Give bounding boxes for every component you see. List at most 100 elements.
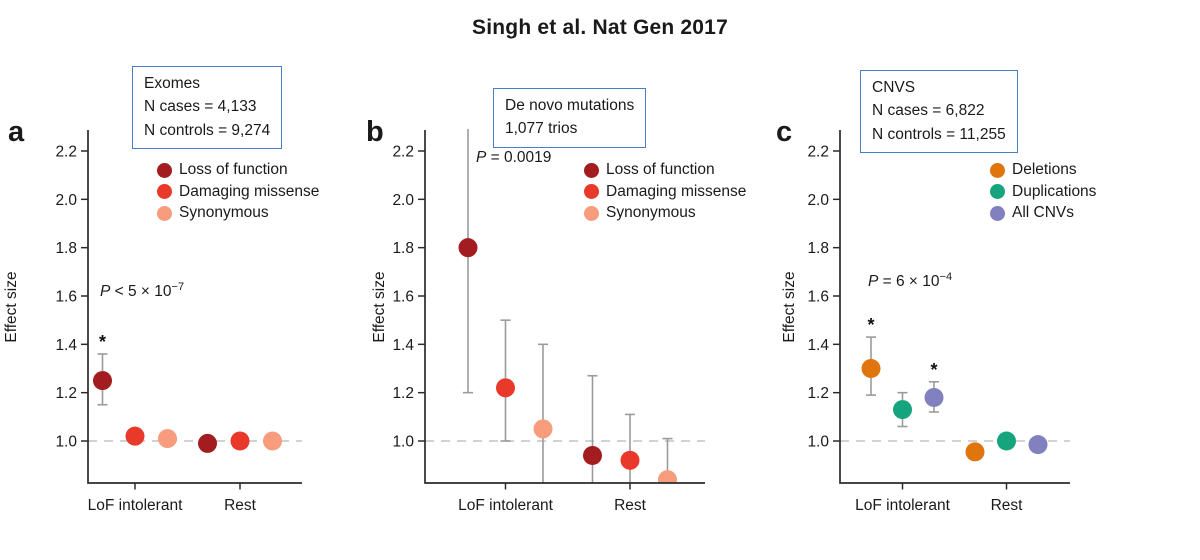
panel-a-plot: * 1.0 1.2 1.4 1.6 1.8 2.0 2.2 LoF intolerant Rest… [3,130,302,514]
info-box-line: CNVS [872,79,916,96]
legend-label: Damaging missense [606,182,747,200]
info-box-line: N controls = 9,274 [144,121,271,139]
legend-label: Loss of function [606,161,715,178]
panel-b-plot: 1.0 1.2 1.4 1.6 1.8 2.0 2.2 LoF intolerant Rest E… [371,129,705,514]
data-point [125,426,145,446]
p-symbol: P [100,283,111,300]
legend-label: Duplications [1012,182,1097,200]
y-tick-label: 2.0 [392,192,414,209]
panel-a-letter: a [8,116,25,148]
info-box-line: N cases = 4,133 [144,98,257,116]
data-layer [458,129,677,483]
legend-item: Synonymous [157,204,319,222]
legend-swatch-icon [990,162,1005,178]
significance-asterisk: * [930,360,937,380]
data-point [997,431,1016,451]
y-axis-label: Effect size [371,271,388,342]
panel-b-pvalue: P = 0.0019 [476,150,551,166]
y-tick-label: 1.6 [807,288,829,305]
panel-b-legend: Loss of function Damaging missense Synonym… [584,161,746,222]
y-tick-label: 1.0 [392,433,414,450]
y-tick-label: 2.0 [55,192,77,209]
data-point [198,433,217,453]
legend-label: Synonymous [179,204,269,221]
p-symbol: P [476,149,487,166]
legend-swatch-icon [584,162,599,178]
y-axis-label: Effect size [3,271,20,342]
legend-swatch-icon [584,205,599,221]
data-point [533,419,553,439]
y-tick-label: 1.8 [55,240,77,257]
y-tick-label: 2.2 [392,143,414,160]
legend-item: Synonymous [584,204,746,222]
legend-label: Synonymous [606,204,696,221]
data-point [583,446,602,466]
y-tick-label: 1.4 [807,337,829,354]
info-box-line: N cases = 6,822 [872,102,985,120]
legend-item: Loss of function [157,161,319,179]
data-layer: ** [861,315,1048,462]
data-point [230,431,250,451]
p-body: < 5 × 10 [110,283,172,300]
p-body: = 6 × 10 [878,273,940,290]
significance-asterisk: * [867,315,874,335]
legend-item: All CNVs [990,204,1096,222]
x-tick-label: LoF intolerant [458,497,553,514]
y-tick-label: 1.4 [392,337,414,354]
data-point [458,238,478,258]
significance-asterisk: * [99,332,106,352]
data-point [93,371,112,391]
legend-label: Loss of function [179,161,288,178]
x-tick-label: LoF intolerant [855,497,950,514]
panel-c-legend: Deletions Duplications All CNVs [990,161,1096,222]
panel-b-info-box: De novo mutations 1,077 trios [493,88,647,148]
data-point [861,358,881,378]
x-tick-label: Rest [224,497,257,514]
legend-item: Duplications [990,183,1096,201]
panel-a-pvalue: P < 5 × 10−7 [100,280,185,300]
data-point [158,429,177,449]
y-tick-label: 2.0 [807,192,829,209]
x-tick-label: Rest [614,497,647,514]
legend-label: Deletions [1012,161,1077,178]
data-point [496,378,515,398]
y-tick-label: 1.6 [392,288,414,305]
y-tick-label: 1.4 [55,337,77,354]
data-point [965,442,985,462]
legend-swatch-icon [157,205,172,221]
info-box-line: De novo mutations [505,97,635,114]
legend-swatch-icon [990,205,1005,221]
p-exponent: −7 [171,280,185,293]
panel-a-info-box: Exomes N cases = 4,133 N controls = 9,274 [132,66,283,149]
p-symbol: P [868,273,879,290]
y-axis-label: Effect size [781,271,798,342]
x-tick-label: LoF intolerant [88,497,183,514]
info-box-line: Exomes [144,75,200,92]
data-point [924,387,944,407]
legend-item: Deletions [990,161,1096,179]
y-tick-label: 1.2 [55,385,77,402]
data-point [1028,435,1048,455]
info-box-line: 1,077 trios [505,120,578,138]
y-tick-label: 1.0 [807,433,829,450]
legend-swatch-icon [157,162,172,178]
legend-swatch-icon [990,184,1005,199]
panel-c-letter: c [776,116,793,148]
panel-b-letter: b [366,116,384,148]
legend-label: Damaging missense [179,182,320,200]
info-box-line: N controls = 11,255 [872,125,1006,143]
figure-title: Singh et al. Nat Gen 2017 [472,16,728,39]
x-tick-label: Rest [991,497,1024,514]
data-point [658,470,677,483]
y-tick-label: 1.8 [807,240,829,257]
panel-c-info-box: CNVS N cases = 6,822 N controls = 11,255 [860,70,1018,153]
p-body: = 0.0019 [486,149,552,166]
y-tick-label: 1.2 [807,385,829,402]
y-tick-label: 1.0 [55,433,77,450]
legend-swatch-icon [157,184,172,199]
y-tick-label: 2.2 [55,143,77,160]
panel-a-legend: Loss of function Damaging missense Synonym… [157,161,319,222]
legend-item: Loss of function [584,161,746,179]
y-tick-label: 1.2 [392,385,414,402]
